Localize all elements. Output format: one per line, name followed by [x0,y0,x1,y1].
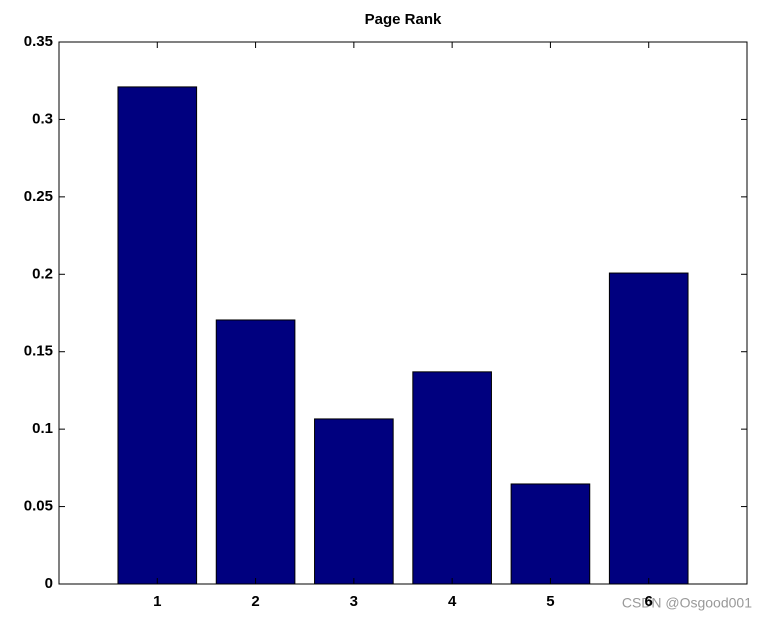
y-tick-label: 0.25 [24,188,53,205]
watermark: CSDN @Osgood001 [622,595,752,611]
y-tick-label: 0.05 [24,498,53,515]
x-tick-label: 5 [546,593,554,610]
y-tick-label: 0.1 [32,420,53,437]
x-tick-label: 1 [153,593,161,610]
bar [215,319,296,585]
bar [314,418,394,585]
y-tick-label: 0.3 [32,110,53,127]
y-tick-label: 0.2 [32,265,53,282]
x-tick-label: 6 [645,593,653,610]
plot-frame [58,41,748,585]
y-tick-label: 0.15 [24,343,53,360]
x-tick-label: 4 [448,593,457,610]
y-tick-label: 0.35 [24,33,53,50]
bar [117,86,198,585]
bar [608,272,689,585]
chart-title: Page Rank [365,11,442,28]
bar [510,483,591,585]
bar [412,371,492,585]
y-tick-label: 0 [45,575,53,592]
x-tick-label: 3 [350,593,358,610]
x-tick-label: 2 [251,593,259,610]
